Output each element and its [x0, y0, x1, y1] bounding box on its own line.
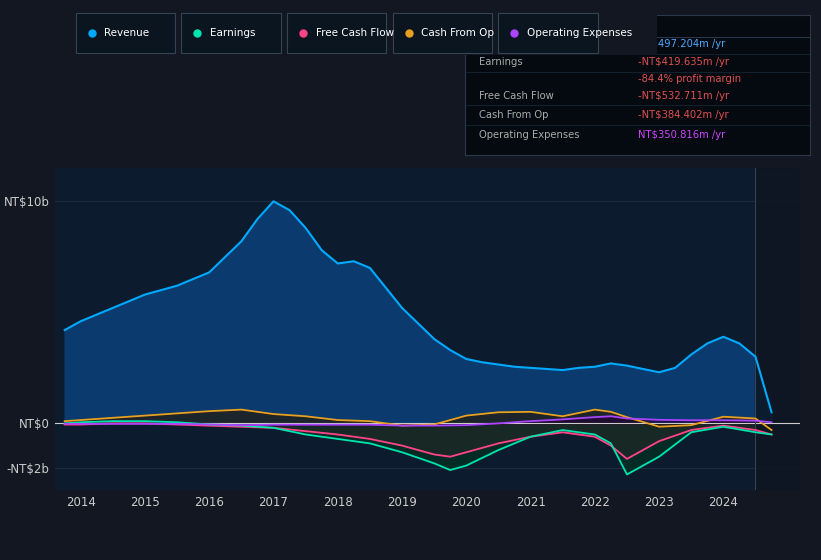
Text: Sep 30 2024: Sep 30 2024	[479, 21, 561, 34]
Text: -NT$532.711m /yr: -NT$532.711m /yr	[637, 91, 728, 101]
Text: NT$497.204m /yr: NT$497.204m /yr	[637, 39, 725, 49]
Text: -NT$384.402m /yr: -NT$384.402m /yr	[637, 110, 728, 120]
Bar	[755, 168, 800, 490]
Text: Earnings: Earnings	[210, 27, 255, 38]
Text: Revenue: Revenue	[104, 27, 149, 38]
Text: Operating Expenses: Operating Expenses	[527, 27, 632, 38]
FancyBboxPatch shape	[76, 13, 175, 53]
FancyBboxPatch shape	[287, 13, 386, 53]
Text: -NT$419.635m /yr: -NT$419.635m /yr	[637, 57, 728, 67]
FancyBboxPatch shape	[392, 13, 492, 53]
Text: Free Cash Flow: Free Cash Flow	[316, 27, 394, 38]
Text: Revenue: Revenue	[479, 39, 522, 49]
FancyBboxPatch shape	[181, 13, 281, 53]
Text: Operating Expenses: Operating Expenses	[479, 130, 580, 140]
Text: Cash From Op: Cash From Op	[479, 110, 548, 120]
FancyBboxPatch shape	[498, 13, 598, 53]
Text: NT$350.816m /yr: NT$350.816m /yr	[637, 130, 725, 140]
Text: -84.4% profit margin: -84.4% profit margin	[637, 74, 741, 84]
Text: Earnings: Earnings	[479, 57, 522, 67]
Text: Free Cash Flow: Free Cash Flow	[479, 91, 553, 101]
Text: Cash From Op: Cash From Op	[421, 27, 494, 38]
